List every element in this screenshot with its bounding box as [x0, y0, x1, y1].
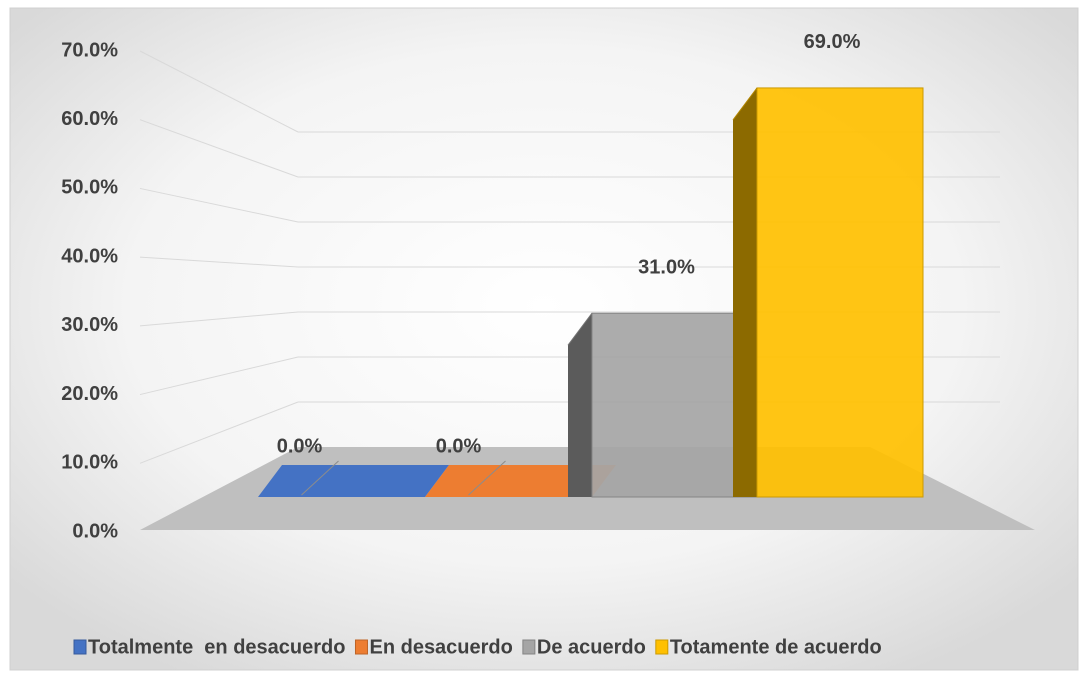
y-tick-label: 10.0% — [61, 452, 118, 474]
y-tick-label: 70.0% — [61, 39, 118, 61]
grid-line — [139, 256, 299, 268]
grid-line — [139, 119, 299, 178]
y-tick-label: 60.0% — [61, 108, 118, 130]
value-label: 0.0% — [277, 435, 323, 457]
grid-line — [139, 50, 299, 133]
bar — [756, 87, 924, 498]
value-label: 69.0% — [804, 31, 861, 53]
y-tick-label: 30.0% — [61, 314, 118, 336]
bar-top-edge — [567, 312, 593, 346]
legend-label: En desacuerdo — [369, 636, 512, 658]
legend-swatch — [655, 639, 669, 655]
legend-label: De acuerdo — [537, 636, 646, 658]
legend-swatch — [354, 639, 368, 655]
value-label: 0.0% — [436, 435, 482, 457]
y-tick-label: 50.0% — [61, 177, 118, 199]
leader-line — [468, 460, 506, 496]
y-tick-label: 20.0% — [61, 383, 118, 405]
bar-side — [733, 87, 757, 497]
leader-line — [301, 460, 339, 496]
y-tick-label: 0.0% — [72, 520, 118, 542]
bar — [258, 465, 449, 497]
legend-label: Totalmente en desacuerdo — [88, 636, 345, 658]
legend-swatch — [73, 639, 87, 655]
bar — [591, 312, 758, 498]
bar-top-edge — [732, 87, 758, 121]
bar-side — [568, 313, 592, 497]
legend-label: Totamente de acuerdo — [670, 636, 882, 658]
grid-line — [139, 187, 299, 223]
y-tick-label: 40.0% — [61, 245, 118, 267]
grid-line — [139, 311, 299, 327]
value-label: 31.0% — [638, 256, 695, 278]
grid-line — [139, 356, 299, 396]
legend-swatch — [522, 639, 536, 655]
grid-line — [139, 401, 299, 464]
